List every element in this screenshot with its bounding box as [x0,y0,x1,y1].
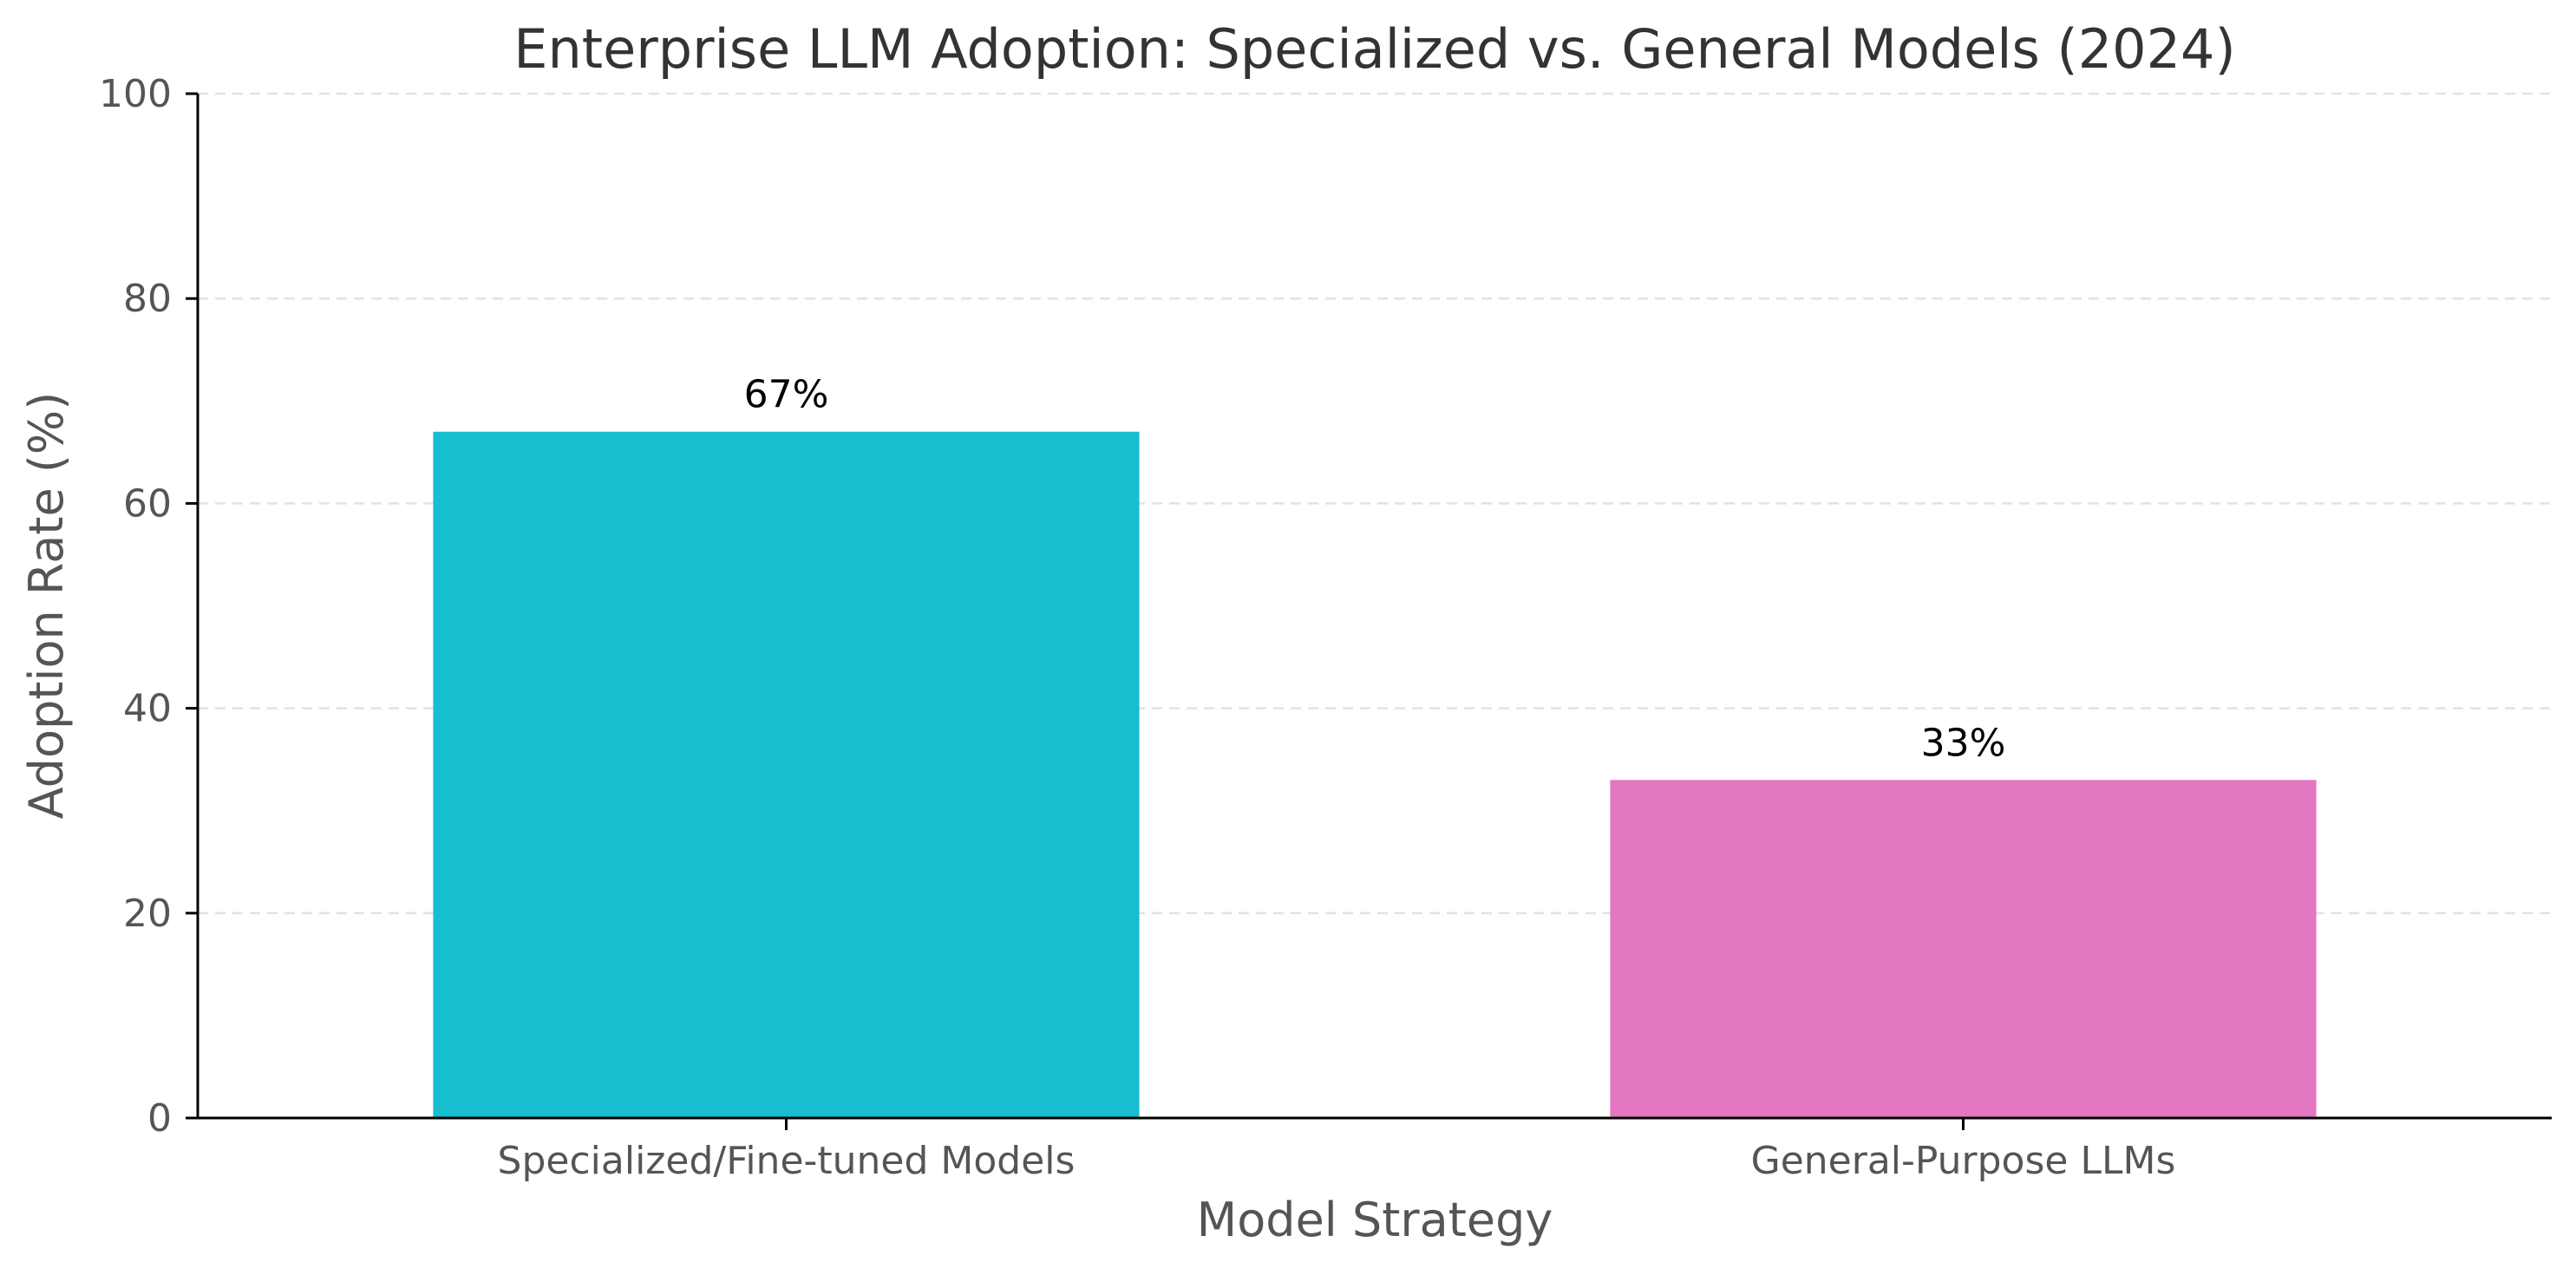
bar-value-label: 33% [1921,721,2006,765]
y-axis-label: Adoption Rate (%) [19,392,74,820]
y-tick-label: 80 [123,277,172,321]
axis-layer [186,92,2552,1130]
bar [433,431,1140,1119]
x-tick-label: Specialized/Fine-tuned Models [498,1139,1076,1183]
chart-title: Enterprise LLM Adoption: Specialized vs.… [513,17,2235,81]
x-tick-label: General-Purpose LLMs [1751,1139,2176,1183]
y-tick-label: 100 [99,72,172,116]
bar-value-label: 67% [744,373,829,417]
y-tick-label: 20 [123,892,172,936]
y-tick-label: 0 [147,1096,172,1141]
x-axis-label: Model Strategy [1197,1193,1553,1247]
bar [1610,780,2317,1118]
y-tick-label: 40 [123,687,172,731]
y-tick-label: 60 [123,481,172,526]
label-layer: 0 20 40 60 80 100 Specialized/Fine-tuned Model… [99,72,2175,1183]
bar-layer [433,431,2317,1119]
